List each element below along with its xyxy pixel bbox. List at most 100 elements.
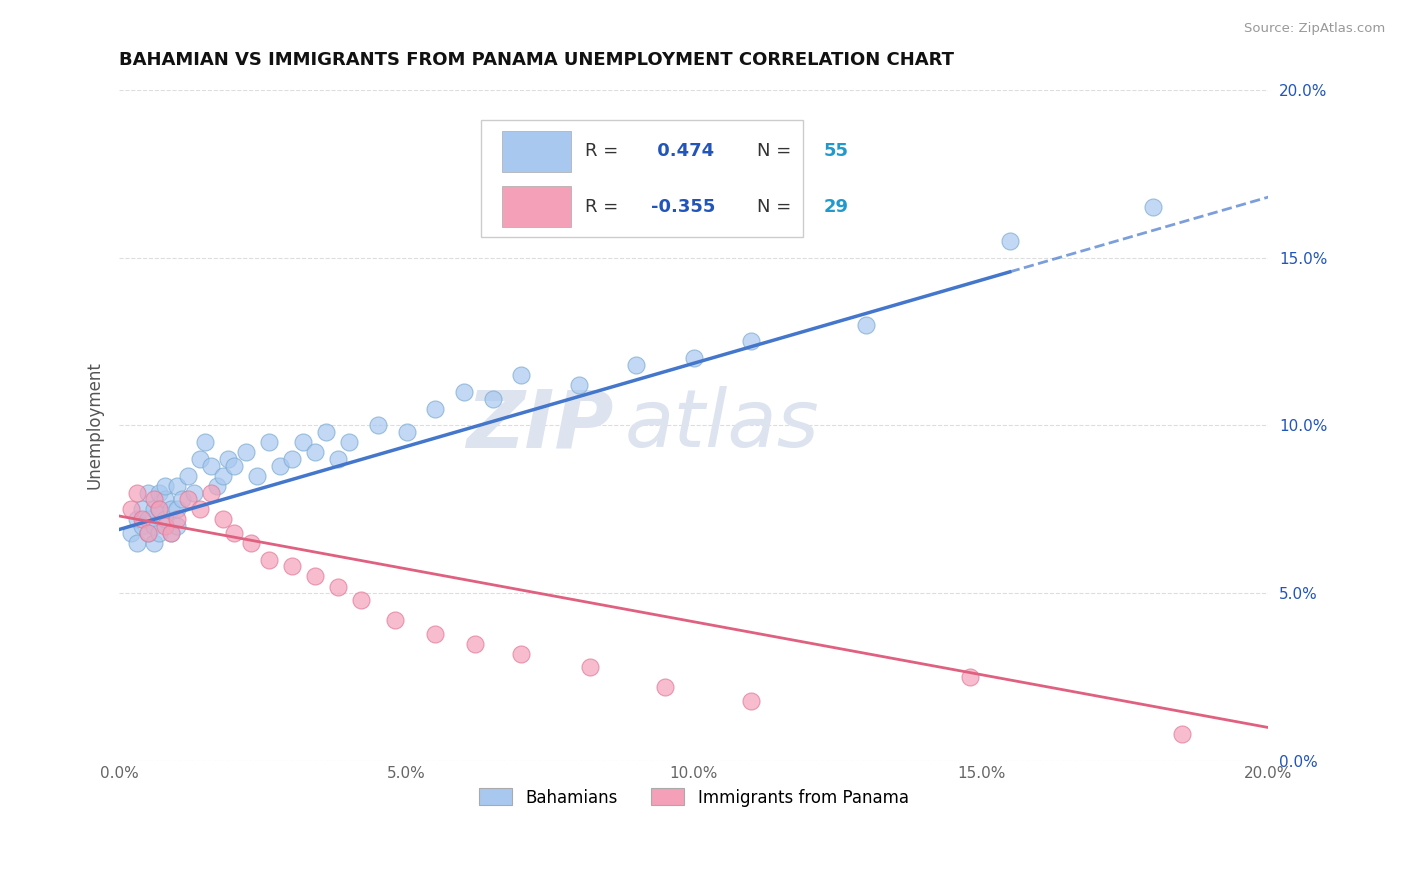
Point	[510, 647, 533, 661]
Point	[148, 525, 170, 540]
Point	[194, 435, 217, 450]
Point	[269, 458, 291, 473]
Point	[166, 502, 188, 516]
Point	[131, 519, 153, 533]
Text: Source: ZipAtlas.com: Source: ZipAtlas.com	[1244, 22, 1385, 36]
Point	[136, 512, 159, 526]
Point	[155, 492, 177, 507]
Point	[148, 502, 170, 516]
Point	[131, 502, 153, 516]
Point	[177, 492, 200, 507]
Point	[142, 536, 165, 550]
Point	[579, 660, 602, 674]
Point	[148, 502, 170, 516]
Point	[136, 525, 159, 540]
Point	[959, 670, 981, 684]
Point	[257, 435, 280, 450]
Y-axis label: Unemployment: Unemployment	[86, 361, 103, 490]
Point	[217, 452, 239, 467]
Point	[188, 502, 211, 516]
Point	[740, 693, 762, 707]
Point	[568, 378, 591, 392]
Point	[160, 525, 183, 540]
Point	[246, 468, 269, 483]
Point	[682, 351, 704, 366]
Point	[125, 536, 148, 550]
Point	[481, 392, 503, 406]
Point	[326, 452, 349, 467]
Point	[211, 468, 233, 483]
Point	[142, 492, 165, 507]
Point	[183, 485, 205, 500]
Point	[125, 512, 148, 526]
FancyBboxPatch shape	[502, 186, 571, 227]
Point	[166, 479, 188, 493]
Point	[326, 580, 349, 594]
Point	[367, 418, 389, 433]
Point	[453, 384, 475, 399]
Point	[464, 637, 486, 651]
Point	[998, 234, 1021, 248]
Point	[148, 485, 170, 500]
Point	[740, 334, 762, 349]
Point	[235, 445, 257, 459]
Text: N =: N =	[756, 197, 797, 216]
Point	[240, 536, 263, 550]
Point	[160, 502, 183, 516]
Point	[120, 502, 142, 516]
Point	[425, 626, 447, 640]
Point	[224, 458, 246, 473]
Point	[188, 452, 211, 467]
Point	[280, 452, 302, 467]
Point	[142, 502, 165, 516]
Point	[166, 519, 188, 533]
Point	[425, 401, 447, 416]
Legend: Bahamians, Immigrants from Panama: Bahamians, Immigrants from Panama	[472, 781, 915, 814]
Point	[304, 569, 326, 583]
Point	[257, 552, 280, 566]
Point	[205, 479, 228, 493]
Text: N =: N =	[756, 143, 797, 161]
FancyBboxPatch shape	[502, 130, 571, 172]
Point	[172, 492, 194, 507]
Point	[626, 358, 648, 372]
Point	[211, 512, 233, 526]
Text: -0.355: -0.355	[651, 197, 716, 216]
Text: 29: 29	[824, 197, 849, 216]
Point	[120, 525, 142, 540]
Point	[142, 519, 165, 533]
Point	[200, 485, 222, 500]
Point	[155, 512, 177, 526]
Point	[131, 512, 153, 526]
Point	[136, 525, 159, 540]
Point	[315, 425, 337, 439]
Point	[166, 512, 188, 526]
Text: 0.474: 0.474	[651, 143, 714, 161]
FancyBboxPatch shape	[481, 120, 803, 237]
Point	[292, 435, 315, 450]
Point	[855, 318, 877, 332]
Point	[304, 445, 326, 459]
Point	[280, 559, 302, 574]
Point	[384, 613, 406, 627]
Text: ZIP: ZIP	[465, 386, 613, 465]
Text: BAHAMIAN VS IMMIGRANTS FROM PANAMA UNEMPLOYMENT CORRELATION CHART: BAHAMIAN VS IMMIGRANTS FROM PANAMA UNEMP…	[120, 51, 955, 69]
Point	[155, 479, 177, 493]
Point	[349, 593, 371, 607]
Text: atlas: atlas	[624, 386, 820, 465]
Point	[177, 468, 200, 483]
Point	[395, 425, 418, 439]
Point	[510, 368, 533, 382]
Point	[200, 458, 222, 473]
Text: 55: 55	[824, 143, 849, 161]
Point	[1171, 727, 1194, 741]
Point	[155, 519, 177, 533]
Point	[136, 485, 159, 500]
Point	[224, 525, 246, 540]
Point	[1142, 200, 1164, 214]
Point	[654, 680, 676, 694]
Text: R =: R =	[585, 143, 624, 161]
Point	[160, 525, 183, 540]
Point	[125, 485, 148, 500]
Text: R =: R =	[585, 197, 624, 216]
